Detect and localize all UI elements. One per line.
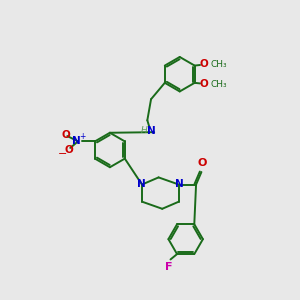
Text: N: N	[147, 126, 156, 136]
Text: CH₃: CH₃	[211, 80, 228, 89]
Text: O: O	[199, 59, 208, 69]
Text: N: N	[137, 179, 146, 189]
Text: CH₃: CH₃	[211, 60, 228, 69]
Text: O: O	[65, 145, 74, 155]
Text: O: O	[197, 158, 207, 169]
Text: H: H	[141, 126, 148, 135]
Text: N: N	[175, 179, 184, 189]
Text: +: +	[79, 131, 86, 140]
Text: O: O	[62, 130, 70, 140]
Text: O: O	[199, 79, 208, 89]
Text: N: N	[72, 136, 81, 146]
Text: F: F	[165, 262, 172, 272]
Text: −: −	[58, 149, 67, 159]
